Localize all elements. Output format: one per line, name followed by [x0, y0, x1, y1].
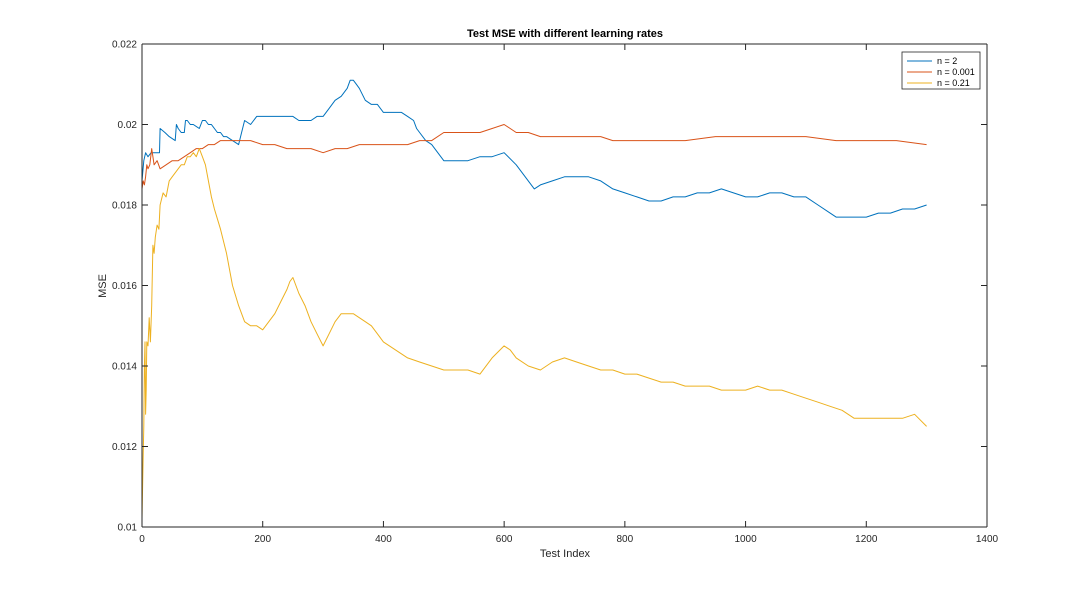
- series-line-1: [141, 79, 927, 218]
- x-tick-label: 800: [617, 534, 634, 545]
- y-tick-label: 0.02: [118, 120, 138, 131]
- series-group: [141, 79, 927, 519]
- x-tick-label: 600: [496, 534, 513, 545]
- x-tick-label: 1400: [976, 534, 999, 545]
- ticks-group: 0 200 400 600 800 1000 1200 1400 0.01 0.012 0.014 0…: [112, 40, 999, 546]
- plot-area: [142, 44, 987, 527]
- x-tick-label: 1200: [855, 534, 878, 545]
- y-tick-label: 0.012: [112, 442, 137, 453]
- series-line-2: [141, 124, 927, 189]
- series-line-3: [141, 148, 927, 519]
- chart-title: Test MSE with different learning rates: [467, 28, 663, 40]
- legend-label-2: n = 0.001: [937, 67, 975, 77]
- x-tick-label: 1000: [734, 534, 757, 545]
- y-tick-label: 0.014: [112, 362, 137, 373]
- y-tick-label: 0.01: [118, 523, 138, 534]
- legend-label-1: n = 2: [937, 56, 957, 66]
- x-tick-label: 0: [139, 534, 145, 545]
- legend-label-3: n = 0.21: [937, 78, 970, 88]
- y-tick-label: 0.022: [112, 40, 137, 51]
- x-tick-label: 400: [375, 534, 392, 545]
- x-axis-title: Test Index: [540, 548, 591, 560]
- x-tick-label: 200: [254, 534, 271, 545]
- y-tick-label: 0.018: [112, 201, 137, 212]
- y-tick-label: 0.016: [112, 281, 137, 292]
- y-axis-title: MSE: [97, 274, 109, 298]
